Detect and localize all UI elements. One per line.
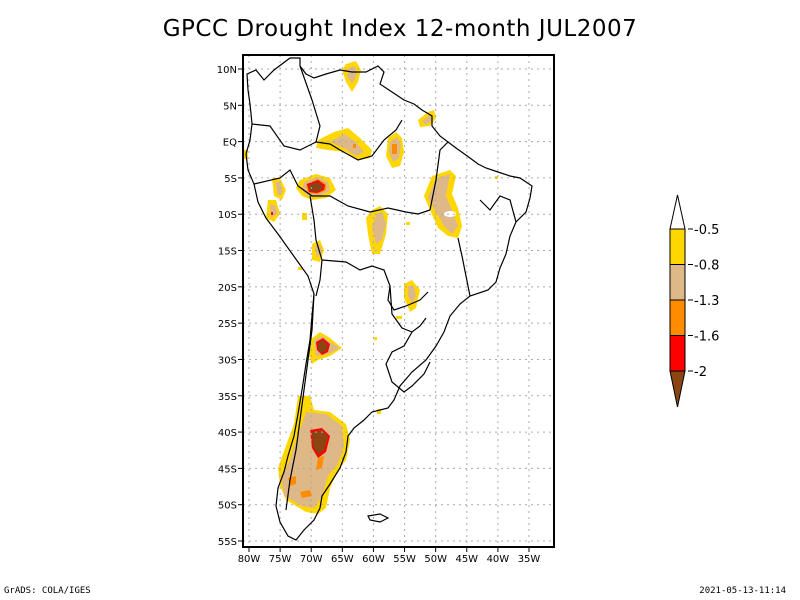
map-frame [242, 54, 555, 548]
lat-tick-label: 20S [218, 283, 237, 294]
chart-title: GPCC Drought Index 12-month JUL2007 [162, 16, 638, 42]
colorbar-label: -1.3 [694, 294, 719, 309]
drought-field-layer [243, 61, 498, 514]
colorbar-below-triangle [669, 370, 686, 408]
border [429, 141, 449, 211]
lon-tick-label: 35W [518, 554, 541, 565]
lat-tick-label: 40S [218, 428, 237, 439]
lat-tick-label: 5N [223, 101, 237, 112]
colorbar-label: -0.8 [694, 259, 719, 274]
drought-region-small-6 [374, 337, 377, 340]
colorbar-above-triangle [669, 194, 686, 230]
border [309, 195, 323, 297]
lat-tick-label: 30S [218, 355, 237, 366]
lat-tick-label: 10N [217, 65, 237, 76]
border [251, 123, 317, 151]
lon-tick-label: 70W [300, 554, 323, 565]
lat-tick-label: 35S [218, 392, 237, 403]
border [385, 331, 431, 393]
colorbar-swatch [669, 335, 686, 372]
drought-region-titicaca-core [315, 244, 322, 258]
lat-tick-label: 25S [218, 319, 237, 330]
drought-region-central-amazon-spot [353, 144, 356, 148]
lon-tick-label: 80W [238, 554, 261, 565]
drought-region-patagonia-core [312, 430, 328, 455]
lon-tick-label: 65W [331, 554, 354, 565]
drought-region-branco-spot [392, 144, 397, 154]
drought-region-small-5 [377, 409, 381, 414]
lat-tick-label: 55S [218, 537, 237, 548]
drought-region-patagonia-c3a [316, 456, 324, 470]
lon-tick-label: 55W [393, 554, 416, 565]
lon-axis: 80W 75W 70W 65W 60W 55W 50W 45W 40W 35W [238, 547, 541, 565]
border [285, 293, 315, 511]
border [389, 285, 427, 333]
drought-region-mato-grosso-core [372, 212, 386, 244]
coastline-layer [245, 57, 533, 541]
drought-region-western-amazon-core [309, 182, 323, 192]
drought-region-peru-central-spot [271, 212, 273, 215]
drought-region-nw-argentina-core [318, 340, 328, 353]
colorbar-label: -0.5 [694, 223, 719, 238]
colorbar-label: -1.6 [694, 330, 719, 345]
drought-region-tocantins-core [428, 174, 458, 234]
lat-tick-label: 5S [224, 174, 237, 185]
drought-region-venezuela-core [347, 66, 357, 84]
drought-region-central-amazon-core [330, 134, 364, 156]
lat-tick-label: EQ [223, 138, 237, 149]
lat-axis: 10N 5N EQ 5S 10S 15S 20S 25S 30S 35S 40S 45S 50S 55S [217, 65, 243, 548]
border [457, 237, 471, 297]
footer-credit: GrADS: COLA/IGES [4, 586, 91, 596]
lon-tick-label: 50W [424, 554, 447, 565]
lat-tick-label: 15S [218, 247, 237, 258]
grid-lines [243, 55, 554, 547]
lat-tick-label: 45S [218, 464, 237, 475]
border [479, 195, 517, 223]
drought-region-paraguay-core [408, 286, 416, 304]
coastline-falklands [367, 513, 390, 523]
drought-region-small-1 [298, 267, 302, 270]
lat-tick-label: 10S [218, 210, 237, 221]
colorbar-label: -2 [694, 365, 707, 380]
drought-region-small-4 [396, 316, 402, 319]
drought-region-patagonia-c2 [281, 412, 344, 508]
border [299, 65, 403, 161]
lon-tick-label: 75W [269, 554, 292, 565]
border [253, 169, 431, 215]
drought-region-amapa-core [422, 115, 432, 125]
colorbar-swatch [669, 228, 686, 265]
drought-region-tocantins-hole [444, 211, 456, 217]
lon-tick-label: 60W [362, 554, 385, 565]
colorbar: -0.5 -0.8 -1.3 -1.6 -2 [669, 194, 719, 408]
drought-region-peru-small [302, 213, 307, 220]
lat-tick-label: 50S [218, 501, 237, 512]
lon-tick-label: 45W [455, 554, 478, 565]
drought-region-patagonia-c3b [300, 490, 312, 498]
lon-tick-label: 40W [487, 554, 510, 565]
drought-region-small-2 [406, 222, 410, 225]
colorbar-swatch [669, 299, 686, 336]
colorbar-swatch [669, 264, 686, 301]
drought-region-peru-north-core [275, 182, 283, 196]
footer-timestamp: 2021-05-13-11:14 [699, 586, 786, 596]
